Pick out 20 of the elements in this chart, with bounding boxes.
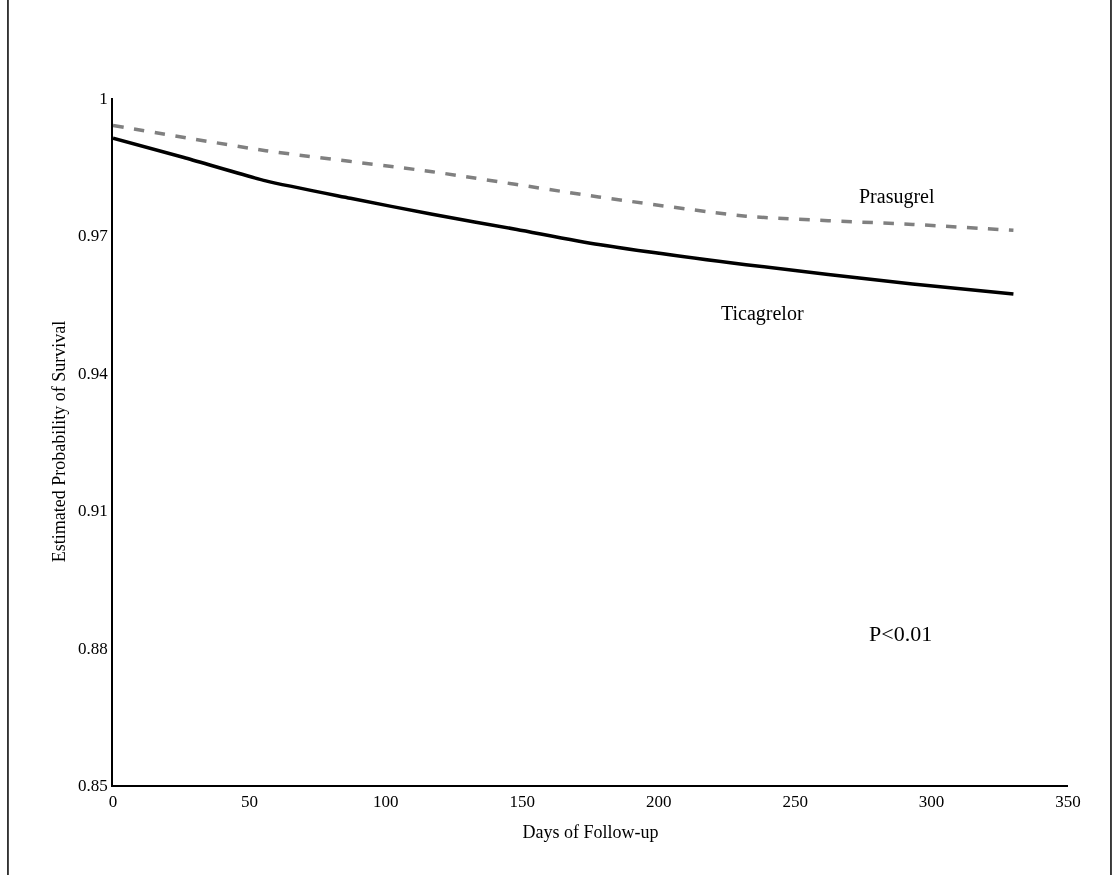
y-tick-label: 0.91 [78, 501, 108, 521]
x-tick-label: 100 [373, 792, 399, 812]
line-series [113, 123, 1016, 233]
series-label: Prasugrel [859, 185, 935, 208]
y-tick-label: 1 [99, 88, 108, 108]
x-tick-label: 300 [918, 792, 945, 812]
y-tick-label: 0.88 [78, 638, 108, 658]
y-tick-label: 0.94 [78, 363, 109, 383]
x-tick-label: 0 [108, 792, 118, 812]
x-tick-label: 250 [782, 792, 808, 812]
x-tick-label: 350 [1055, 792, 1081, 812]
y-tick-label: 0.97 [78, 226, 109, 246]
series-label: Ticagrelor [721, 302, 804, 325]
x-tick-label: 50 [240, 792, 258, 812]
y-axis-title: Estimated Probability of Survival [48, 320, 69, 563]
y-tick-label: 0.85 [78, 775, 108, 795]
annotation: P<0.01 [869, 621, 933, 646]
x-axis-title: Days of Follow-up [522, 821, 659, 842]
x-tick-label: 200 [645, 792, 672, 812]
x-tick-label: 150 [509, 792, 536, 812]
